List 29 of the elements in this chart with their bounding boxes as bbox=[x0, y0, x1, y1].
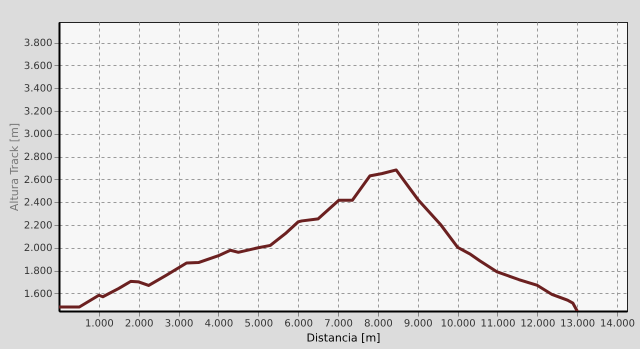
line-series bbox=[59, 168, 579, 311]
x-tick-label: 6.000 bbox=[284, 318, 313, 330]
y-axis-title: Altura Track [m] bbox=[8, 122, 21, 212]
y-tick-label: 2.400 bbox=[24, 198, 52, 209]
x-tick-label: 8.000 bbox=[364, 318, 393, 330]
y-tick-label: 3.600 bbox=[24, 60, 52, 72]
x-tick-label: 11.000 bbox=[480, 318, 516, 330]
y-tick-label: 2.200 bbox=[24, 220, 52, 232]
x-tick-label: 2.000 bbox=[124, 318, 154, 330]
y-tick-label: 3.000 bbox=[24, 129, 52, 140]
x-tick-label: 10.000 bbox=[440, 318, 476, 330]
x-tick-label: 7.000 bbox=[324, 318, 353, 330]
x-tick-label: 14.000 bbox=[600, 318, 636, 330]
y-tick-label: 3.200 bbox=[24, 106, 52, 118]
x-tick-label: 9.000 bbox=[404, 318, 433, 330]
y-tick-label: 1.600 bbox=[24, 288, 52, 300]
x-tick-label: 1.000 bbox=[85, 318, 114, 330]
x-tick-label: 12.000 bbox=[520, 318, 556, 330]
x-tick-label: 4.000 bbox=[204, 318, 234, 330]
x-tick-label: 3.000 bbox=[164, 318, 194, 330]
y-tick-label: 3.800 bbox=[24, 38, 52, 50]
x-axis-title: Distancia [m] bbox=[306, 332, 380, 344]
y-tick-label: 1.800 bbox=[24, 266, 52, 278]
x-tick-label: 5.000 bbox=[244, 318, 274, 330]
y-tick-label: 3.400 bbox=[24, 84, 52, 95]
y-tick-label: 2.600 bbox=[24, 174, 52, 186]
y-tick-label: 2.000 bbox=[24, 243, 52, 254]
y-tick-label: 2.800 bbox=[24, 152, 52, 164]
x-tick-label: 13.000 bbox=[560, 318, 596, 330]
